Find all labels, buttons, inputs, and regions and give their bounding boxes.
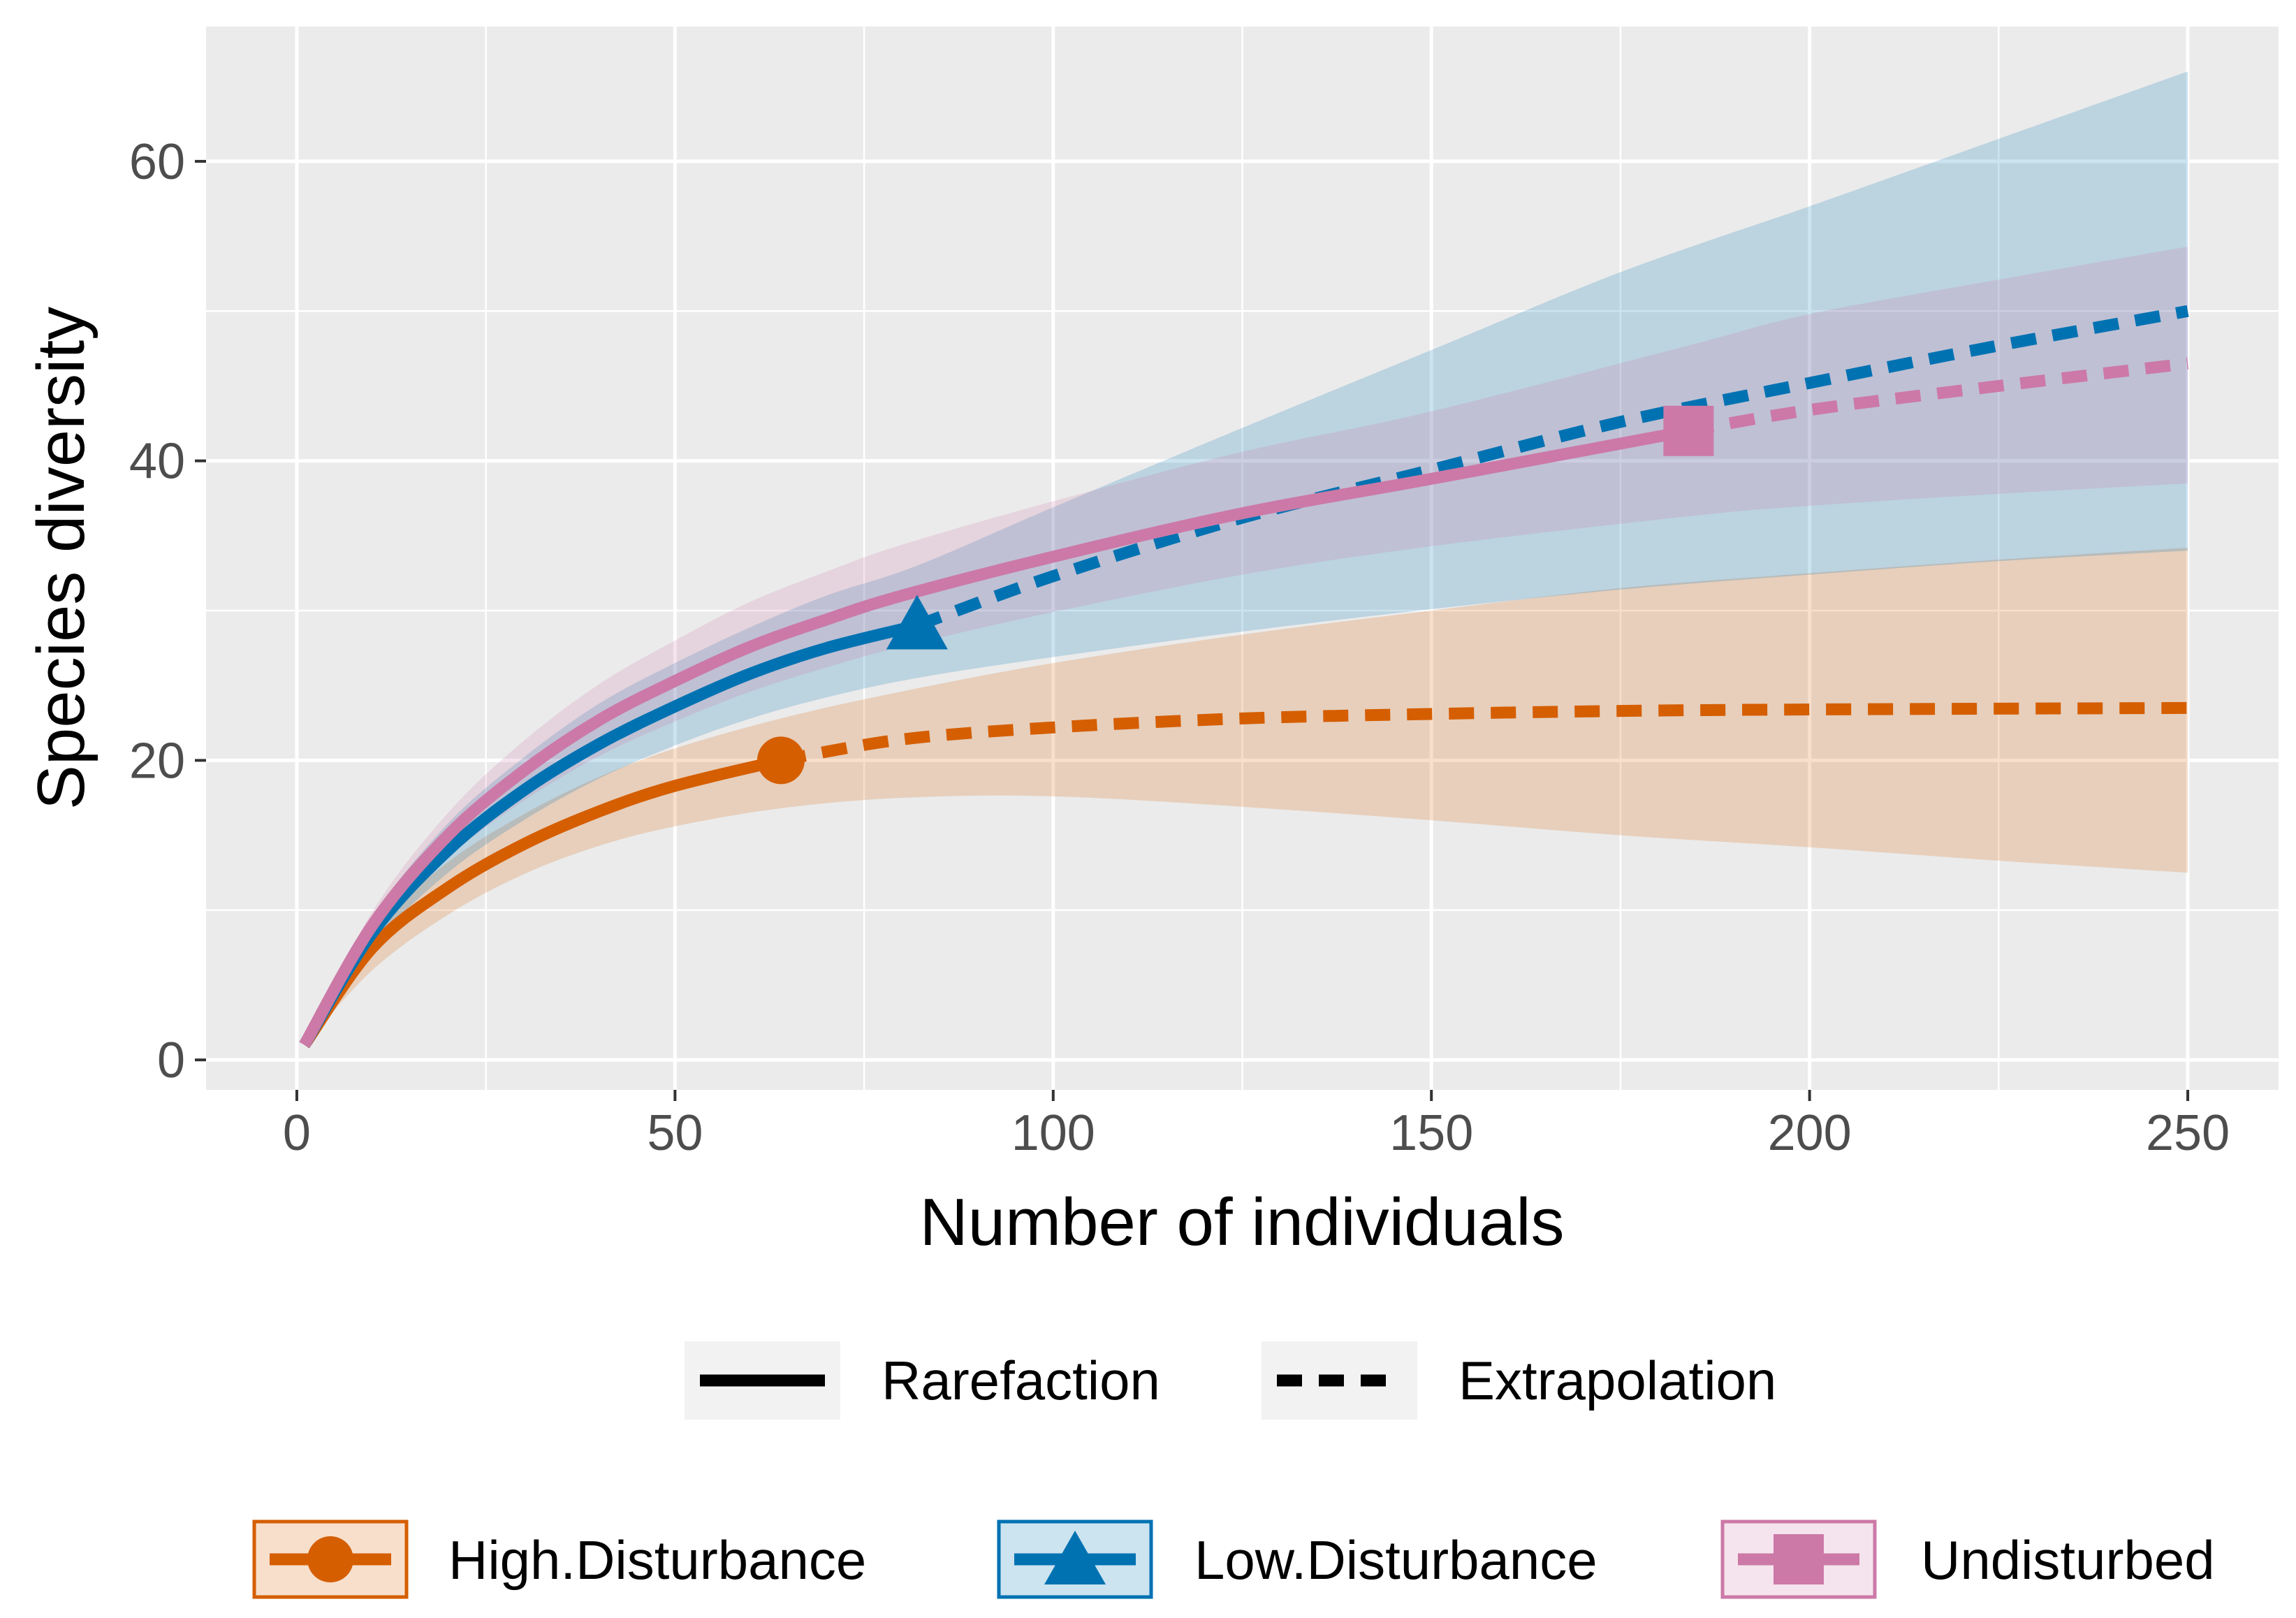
legend-label-low-disturbance: Low.Disturbance: [1194, 1529, 1597, 1591]
grid-minor: [206, 27, 2279, 1090]
triangle-marker-icon: [1044, 1531, 1106, 1584]
extrapolation-line-low-disturbance: [914, 305, 2189, 632]
x-tick-label: 200: [1768, 1105, 1852, 1161]
rarefaction-line-high-disturbance: [299, 755, 782, 1049]
x-tick-label: 100: [1011, 1105, 1095, 1161]
ci-ribbon-low-disturbance: [304, 71, 2188, 1045]
circle-marker-icon: [307, 1536, 353, 1582]
observed-markers: [756, 405, 1714, 785]
x-tick-label: 150: [1389, 1105, 1473, 1161]
ci-ribbon-high-disturbance: [304, 547, 2188, 1045]
square-marker-icon: [1774, 1534, 1824, 1584]
legend-label-extrapolation: Extrapolation: [1458, 1350, 1776, 1411]
x-axis: 0 50 100 150 200 250: [283, 1090, 2230, 1161]
group-legend: High.Disturbance Low.Disturbance Undistu…: [252, 1519, 2215, 1599]
legend-label-undisturbed: Undisturbed: [1921, 1529, 2215, 1591]
y-axis: 0 20 40 60: [129, 134, 206, 1088]
observed-marker-low-disturbance: [886, 595, 948, 650]
y-tick-label: 0: [157, 1033, 185, 1088]
observed-marker-high-disturbance: [756, 736, 805, 785]
y-axis-title: Species diversity: [24, 307, 98, 810]
legend-label-high-disturbance: High.Disturbance: [448, 1529, 866, 1591]
ci-ribbon-undisturbed: [304, 247, 2188, 1045]
y-tick-label: 40: [129, 434, 185, 490]
legend-label-rarefaction: Rarefaction: [882, 1350, 1160, 1411]
series-lines: [299, 305, 2189, 1049]
y-tick-label: 60: [129, 134, 185, 190]
legend-item-low-disturbance: Low.Disturbance: [997, 1519, 1597, 1599]
x-tick-label: 0: [283, 1105, 311, 1161]
ci-ribbons: [304, 71, 2188, 1045]
observed-marker-undisturbed: [1663, 405, 1714, 456]
x-tick-label: 50: [647, 1105, 703, 1161]
x-axis-title: Number of individuals: [919, 1185, 1564, 1260]
x-tick-label: 250: [2146, 1105, 2230, 1161]
rarefaction-line-undisturbed: [299, 425, 1690, 1048]
y-tick-label: 20: [129, 733, 185, 789]
legend-item-undisturbed: Undisturbed: [1720, 1519, 2215, 1599]
extrapolation-line-undisturbed: [1687, 357, 2189, 437]
legend-item-high-disturbance: High.Disturbance: [252, 1519, 866, 1599]
extrapolation-line-high-disturbance: [780, 701, 2188, 766]
linetype-legend: Rarefaction Extrapolation: [685, 1341, 1776, 1420]
